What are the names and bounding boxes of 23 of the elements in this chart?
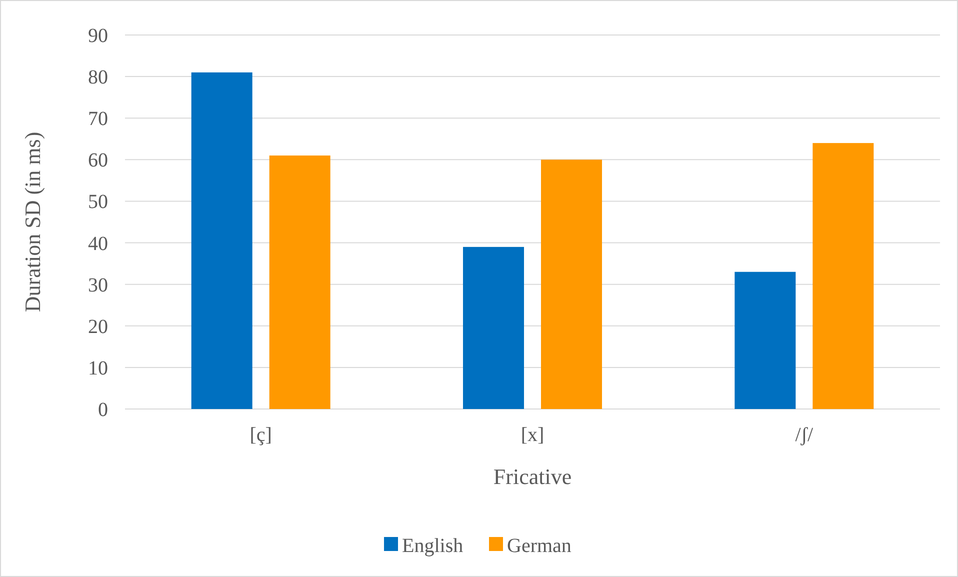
y-axis-title: Duration SD (in ms) <box>20 132 45 312</box>
y-tick-label: 40 <box>88 232 108 255</box>
y-tick-label: 0 <box>98 399 108 421</box>
legend-label: German <box>507 535 572 557</box>
bar <box>734 272 796 409</box>
bar <box>812 143 874 409</box>
bar <box>463 246 524 409</box>
x-tick-label: [ç] <box>250 424 272 446</box>
x-axis-title: Fricative <box>493 464 572 489</box>
legend-label: English <box>402 535 464 557</box>
x-tick-label: [x] <box>520 424 544 446</box>
y-tick-label: 60 <box>88 150 108 172</box>
y-tick-label: 80 <box>88 66 108 89</box>
bar <box>541 160 602 409</box>
bar <box>191 72 252 409</box>
y-tick-label: 70 <box>88 108 108 130</box>
y-tick-label: 30 <box>88 274 108 296</box>
y-tick-label: 10 <box>88 357 108 380</box>
y-tick-label: 50 <box>88 191 108 214</box>
y-tick-label: 20 <box>88 316 108 338</box>
y-tick-label: 90 <box>88 25 108 47</box>
x-tick-label: /ʃ/ <box>795 424 814 446</box>
bar <box>269 156 330 409</box>
